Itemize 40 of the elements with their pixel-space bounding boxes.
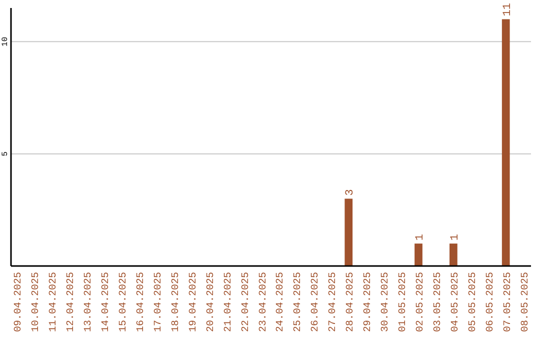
bar xyxy=(414,244,422,266)
y-tick-label: 5 xyxy=(1,151,10,156)
x-tick-label: 25.04.2025 xyxy=(293,272,304,332)
x-tick-label: 28.04.2025 xyxy=(346,272,357,332)
x-tick-label: 07.05.2025 xyxy=(502,272,514,332)
bar xyxy=(450,244,458,266)
x-tick-label: 20.04.2025 xyxy=(206,272,217,332)
x-tick-label: 14.04.2025 xyxy=(101,272,112,332)
x-tick-label: 30.04.2025 xyxy=(380,272,392,332)
x-tick-label: 23.04.2025 xyxy=(258,272,270,332)
x-tick-label: 09.04.2025 xyxy=(14,272,25,332)
x-tick-label: 11.04.2025 xyxy=(48,272,60,332)
x-tick-label: 01.05.2025 xyxy=(398,272,410,332)
x-tick-label: 24.04.2025 xyxy=(276,272,287,332)
x-tick-label: 26.04.2025 xyxy=(310,272,322,332)
data-label: 1 xyxy=(414,234,426,241)
x-tick-label: 13.04.2025 xyxy=(84,272,95,332)
x-tick-label: 21.04.2025 xyxy=(223,272,234,332)
x-tick-label: 15.04.2025 xyxy=(118,272,130,332)
data-label: 1 xyxy=(449,234,462,241)
x-tick-label: 04.05.2025 xyxy=(450,272,462,332)
x-tick-label: 08.05.2025 xyxy=(520,272,532,332)
x-tick-label: 10.04.2025 xyxy=(31,272,42,332)
x-tick-label: 29.04.2025 xyxy=(363,272,374,332)
x-tick-label: 12.04.2025 xyxy=(66,272,78,332)
data-label: 11 xyxy=(502,2,514,16)
x-tick-label: 06.05.2025 xyxy=(485,272,496,332)
x-tick-label: 17.04.2025 xyxy=(153,272,164,332)
bar xyxy=(344,198,353,266)
x-tick-label: 02.05.2025 xyxy=(416,272,426,332)
x-tick-label: 03.05.2025 xyxy=(432,272,444,332)
x-tick-label: 05.05.2025 xyxy=(468,272,479,332)
x-tick-label: 27.04.2025 xyxy=(328,272,340,332)
x-tick-label: 22.04.2025 xyxy=(240,272,252,332)
bar xyxy=(502,19,510,266)
data-label: 3 xyxy=(344,189,357,196)
x-tick-label: 19.04.2025 xyxy=(188,272,200,332)
x-tick-label: 16.04.2025 xyxy=(136,272,147,332)
y-tick-label: 10 xyxy=(1,36,10,46)
x-tick-label: 18.04.2025 xyxy=(170,272,182,332)
